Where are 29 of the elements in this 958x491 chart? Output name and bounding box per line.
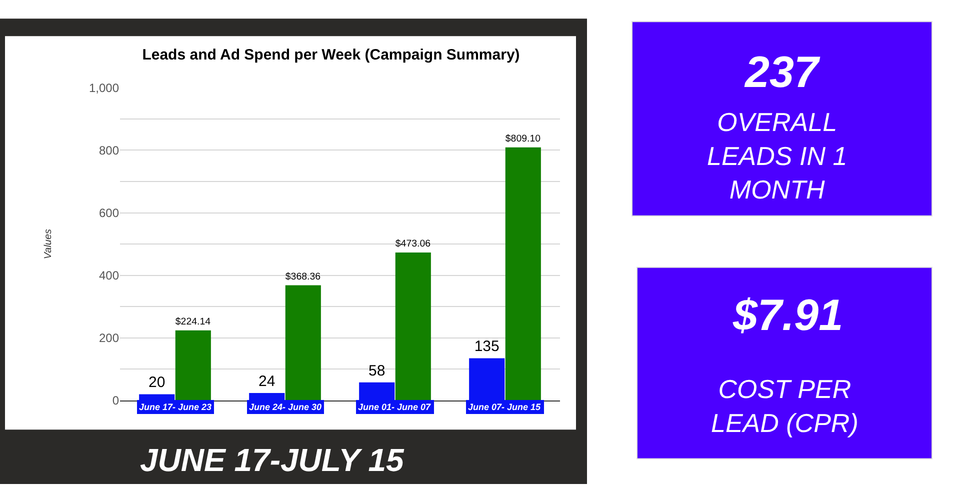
text: JUNE 17-JULY 15	[140, 442, 406, 478]
bar	[175, 330, 211, 400]
text: COST PER LEAD (CPR)	[711, 374, 858, 438]
data-label: $473.06	[395, 238, 431, 250]
data-label: 58	[368, 362, 386, 380]
x-tick-label: June 01- June 07	[358, 402, 432, 412]
text: 237	[744, 48, 821, 97]
data-label: 20	[148, 374, 166, 392]
text: $7.91	[732, 291, 844, 340]
x-tick-label: June 17- June 23	[139, 402, 212, 412]
data-label: $224.14	[175, 316, 212, 328]
chart-title: Leads and Ad Spend per Week (Campaign Summary)	[142, 46, 520, 64]
text: OVERALL LEADS IN 1 MONTH	[707, 107, 848, 205]
data-label: $368.36	[285, 271, 321, 282]
y-tick-label: 0	[112, 394, 120, 408]
data-label: 135	[474, 338, 500, 356]
y-tick-label: 600	[98, 206, 120, 220]
y-tick-label: 800	[98, 143, 120, 158]
data-label: 24	[258, 372, 276, 390]
bar	[285, 285, 321, 400]
x-tick-label: June 24- June 30	[249, 402, 322, 412]
bar	[505, 147, 541, 400]
y-tick-label: 400	[98, 268, 120, 283]
y-axis-title: Values	[42, 228, 54, 260]
x-tick-label: June 07- June 15	[468, 402, 542, 412]
y-tick-label: 200	[98, 331, 120, 346]
y-tick-label: 1,000	[88, 80, 120, 95]
data-label: $809.10	[505, 133, 542, 144]
bar	[395, 252, 431, 400]
